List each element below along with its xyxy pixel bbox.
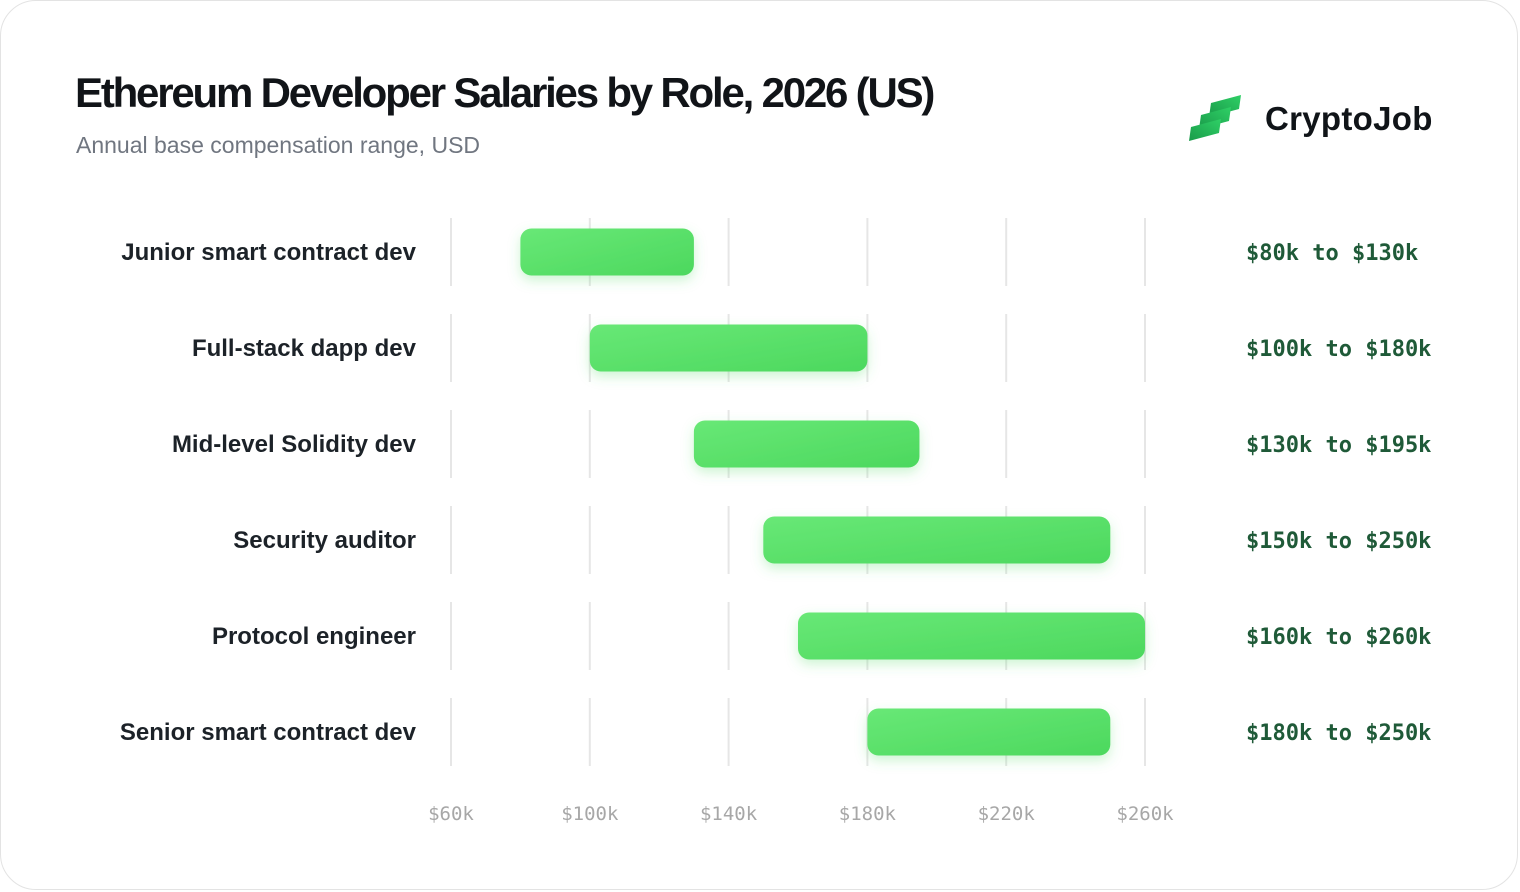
range-bar bbox=[520, 228, 694, 276]
brand: CryptoJob bbox=[1189, 95, 1433, 143]
role-label: Junior smart contract dev bbox=[121, 239, 416, 266]
x-tick-label: $220k bbox=[978, 803, 1036, 825]
range-bar bbox=[798, 612, 1145, 660]
chart-title: Ethereum Developer Salaries by Role, 202… bbox=[75, 69, 935, 116]
cryptojob-logo-icon bbox=[1189, 95, 1241, 141]
range-value-label: $80k to $130k bbox=[1246, 241, 1418, 266]
range-bar bbox=[693, 420, 920, 468]
range-bar bbox=[763, 516, 1111, 564]
range-bar bbox=[867, 708, 1111, 756]
range-value-label: $180k to $250k bbox=[1246, 721, 1431, 746]
role-label: Mid-level Solidity dev bbox=[172, 431, 417, 458]
label-layer: Junior smart contract dev $80k to $130k Fu… bbox=[120, 239, 1432, 746]
range-value-label: $100k to $180k bbox=[1246, 337, 1431, 362]
range-value-label: $130k to $195k bbox=[1246, 433, 1431, 458]
x-tick-label: $140k bbox=[700, 803, 758, 825]
bar-layer bbox=[520, 228, 1145, 756]
chart-subtitle: Annual base compensation range, USD bbox=[76, 132, 481, 158]
x-tick-label: $100k bbox=[561, 803, 619, 825]
x-tick-label: $180k bbox=[839, 803, 897, 825]
x-tick-label: $60k bbox=[428, 803, 474, 825]
range-value-label: $160k to $260k bbox=[1246, 625, 1431, 650]
grid-layer bbox=[450, 218, 1146, 766]
role-label: Senior smart contract dev bbox=[120, 719, 417, 746]
x-tick-label: $260k bbox=[1116, 803, 1174, 825]
role-label: Full-stack dapp dev bbox=[192, 335, 417, 362]
range-bar bbox=[589, 324, 868, 372]
role-label: Security auditor bbox=[233, 527, 416, 554]
tick-layer: $60k $100k $140k $180k $220k $260k bbox=[428, 803, 1174, 825]
range-value-label: $150k to $250k bbox=[1246, 529, 1431, 554]
role-label: Protocol engineer bbox=[212, 623, 416, 650]
brand-name: CryptoJob bbox=[1265, 100, 1433, 137]
